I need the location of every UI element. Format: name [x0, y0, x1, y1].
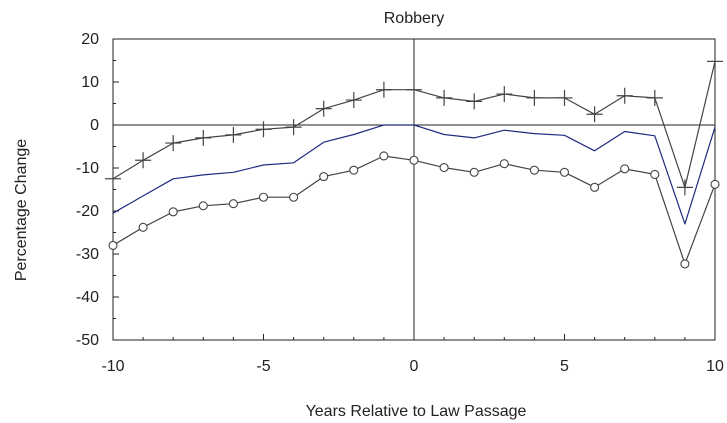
circle-marker: [168, 207, 178, 217]
y-tick-label: -50: [76, 332, 99, 349]
y-tick-label: 20: [81, 31, 99, 48]
plus-marker: [105, 170, 121, 187]
circle-marker: [469, 167, 479, 177]
circle-marker: [138, 222, 148, 232]
x-tick-label: -5: [256, 358, 270, 375]
x-tick-label: 0: [410, 358, 419, 375]
plus-marker: [315, 100, 332, 117]
plus-marker: [285, 119, 302, 136]
plus-marker: [406, 81, 422, 98]
data-series: [105, 53, 723, 269]
plus-marker: [165, 135, 182, 152]
circle-marker: [620, 164, 630, 174]
plus-marker: [225, 126, 242, 143]
series-1: [105, 53, 723, 196]
circle-marker: [379, 151, 389, 161]
plus-marker: [255, 121, 272, 138]
circle-marker: [409, 155, 419, 165]
plus-marker: [586, 106, 603, 123]
circle-marker: [590, 182, 600, 192]
plus-marker: [496, 86, 513, 103]
plus-marker: [707, 53, 723, 70]
y-tick-label: 0: [90, 117, 99, 134]
circle-marker: [258, 192, 269, 202]
series-line: [112, 124, 716, 225]
x-tick-label: 5: [560, 358, 569, 375]
y-tick-label: -10: [76, 160, 99, 177]
circle-marker: [349, 165, 359, 175]
series-2: [112, 124, 716, 225]
circle-marker: [439, 163, 449, 173]
circle-marker: [710, 179, 720, 189]
plus-marker: [526, 89, 543, 106]
y-axis-label: Percentage Change: [13, 139, 30, 281]
plus-marker: [676, 179, 693, 196]
plus-marker: [195, 129, 212, 146]
plus-marker: [646, 89, 663, 106]
y-tick-label: -20: [76, 203, 99, 220]
circle-marker: [319, 172, 329, 182]
series-3: [108, 151, 720, 269]
chart-title: Robbery: [384, 10, 444, 27]
y-tick-label: 10: [81, 74, 99, 91]
circle-marker: [650, 169, 660, 179]
circle-marker: [228, 199, 238, 209]
plus-marker: [436, 89, 453, 106]
y-tick-label: -30: [76, 246, 99, 263]
x-axis-label: Years Relative to Law Passage: [306, 403, 527, 420]
plus-marker: [466, 93, 483, 110]
y-tick-label: -40: [76, 289, 99, 306]
x-tick-label: 10: [706, 358, 724, 375]
x-tick-label: -10: [101, 358, 124, 375]
plus-marker: [375, 81, 392, 98]
plus-marker: [345, 92, 362, 109]
circle-marker: [289, 192, 299, 202]
plus-marker: [556, 89, 573, 106]
circle-marker: [529, 165, 539, 175]
circle-marker: [499, 159, 509, 169]
circle-marker: [198, 201, 208, 211]
plus-marker: [616, 87, 633, 104]
circle-marker: [680, 259, 690, 269]
circle-marker: [108, 240, 118, 250]
plus-marker: [135, 152, 152, 169]
circle-marker: [559, 167, 570, 177]
